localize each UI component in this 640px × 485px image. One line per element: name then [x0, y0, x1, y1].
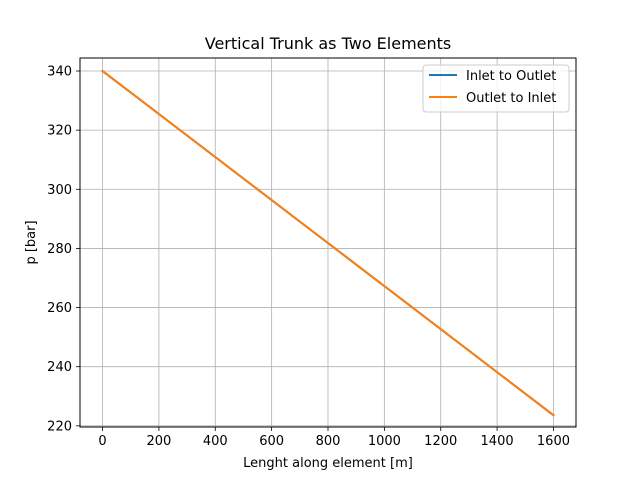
legend: Inlet to Outlet Outlet to Inlet	[422, 64, 570, 113]
grid	[80, 58, 576, 427]
x-tick-label: 1200	[424, 434, 457, 449]
x-tick-label: 1600	[537, 434, 570, 449]
legend-label-inlet-to-outlet: Inlet to Outlet	[466, 69, 556, 84]
x-tick-label: 1000	[368, 434, 401, 449]
ticks: 0 200 400 600 800 1000 1200 1400 1600 220 240 260 28…	[47, 65, 570, 449]
x-axis-label: Lenght along element [m]	[243, 456, 413, 471]
y-tick-label: 240	[47, 360, 72, 375]
x-tick-label: 400	[203, 434, 228, 449]
x-tick-label: 1400	[481, 434, 514, 449]
y-tick-label: 280	[47, 242, 72, 257]
chart-title: Vertical Trunk as Two Elements	[205, 34, 452, 53]
y-tick-label: 300	[47, 183, 72, 198]
series-lines	[101, 69, 555, 417]
legend-label-outlet-to-inlet: Outlet to Inlet	[466, 91, 556, 106]
series-line-outlet-to-inlet	[101, 69, 555, 417]
legend-box	[422, 64, 570, 113]
y-tick-label: 320	[47, 124, 72, 139]
y-tick-label: 220	[47, 419, 72, 434]
y-tick-label: 340	[47, 65, 72, 80]
y-tick-label: 260	[47, 301, 72, 316]
x-tick-label: 600	[259, 434, 284, 449]
x-tick-label: 800	[316, 434, 341, 449]
x-tick-label: 200	[146, 434, 171, 449]
y-axis-label: p [bar]	[24, 220, 39, 264]
x-tick-label: 0	[98, 434, 106, 449]
